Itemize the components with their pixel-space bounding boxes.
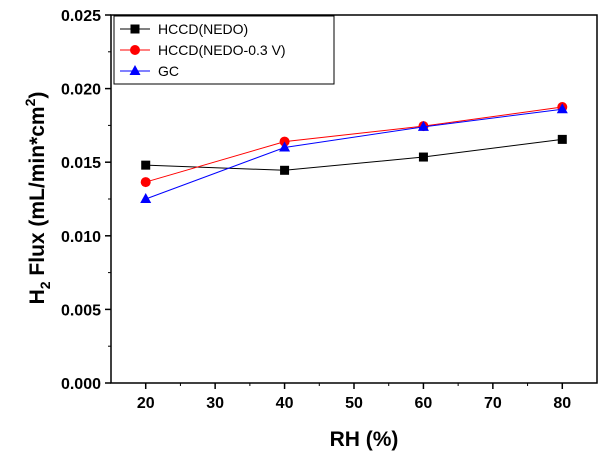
data-point xyxy=(140,193,152,203)
x-tick-label: 30 xyxy=(206,395,224,412)
series-layer xyxy=(140,102,568,203)
legend-box xyxy=(113,15,335,85)
x-tick-label: 20 xyxy=(137,395,155,412)
data-point xyxy=(279,141,291,152)
y-tick-label: 0.005 xyxy=(61,302,101,319)
x-tick-label: 60 xyxy=(415,395,433,412)
x-tick-label: 80 xyxy=(553,395,571,412)
x-tick-label: 70 xyxy=(484,395,502,412)
legend-label: GC xyxy=(158,63,179,79)
y-tick-label: 0.000 xyxy=(61,376,101,393)
y-axis-title: H2 Flux (mL/min*cm2) xyxy=(22,92,53,305)
data-point xyxy=(417,120,429,131)
legend-label: HCCD(NEDO) xyxy=(158,21,248,37)
series-line xyxy=(145,108,563,200)
legend: HCCD(NEDO) HCCD(NEDO-0.3 V) GC xyxy=(113,15,335,85)
y-axis: 0.000 0.005 0.010 0.015 0.020 0.025 xyxy=(61,8,111,393)
data-point xyxy=(418,152,428,162)
legend-marker xyxy=(130,45,140,55)
data-point xyxy=(557,134,567,144)
y-tick-label: 0.020 xyxy=(61,82,101,99)
series-1 xyxy=(140,102,568,188)
legend-label: HCCD(NEDO-0.3 V) xyxy=(158,42,286,58)
x-axis: 20 30 40 50 60 70 80 xyxy=(137,383,571,412)
x-tick-label: 50 xyxy=(345,395,363,412)
series-line xyxy=(145,106,563,183)
y-tick-label: 0.010 xyxy=(61,229,101,246)
data-point xyxy=(280,165,290,175)
series-2 xyxy=(140,103,568,203)
x-tick-label: 40 xyxy=(276,395,294,412)
data-point xyxy=(556,103,568,114)
data-point xyxy=(141,160,151,170)
y-tick-label: 0.025 xyxy=(61,8,101,25)
legend-marker xyxy=(129,65,141,75)
data-point xyxy=(140,177,151,188)
y-tick-label: 0.015 xyxy=(61,155,101,172)
series-line xyxy=(145,138,563,171)
x-axis-title: RH (%) xyxy=(330,428,399,451)
series-0 xyxy=(141,134,567,175)
legend-marker xyxy=(130,24,140,34)
